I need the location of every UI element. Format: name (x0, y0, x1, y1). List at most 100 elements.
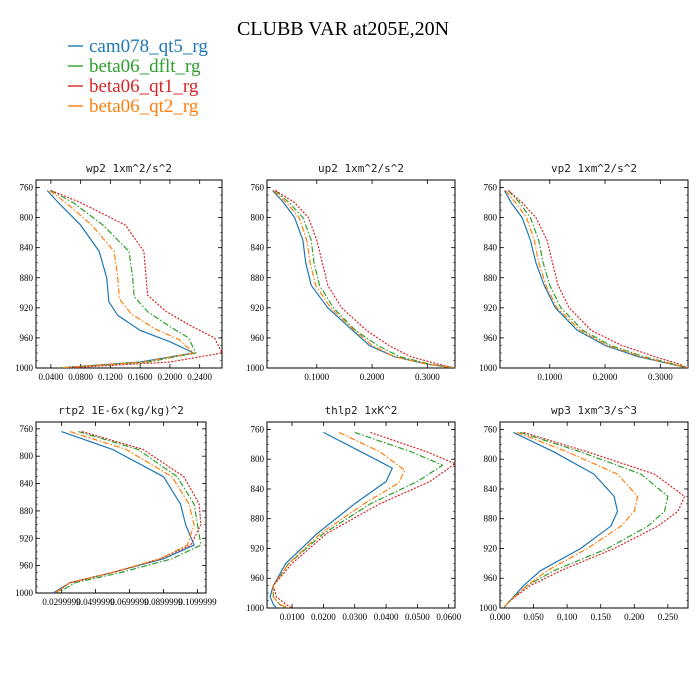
panel-5: thlp2 1xK^2 760 800 840 880 920 960 1000 0.0100 0… (246, 404, 462, 622)
xtick-label: 0.200 (624, 612, 645, 622)
panel-title: rtp2 1E-6x(kg/kg)^2 (58, 404, 184, 417)
panel-title: wp3 1xm^3/s^3 (551, 404, 637, 417)
ytick-label: 880 (251, 273, 265, 283)
legend-label-cam078_qt5_rg: cam078_qt5_rg (89, 36, 208, 57)
xtick-label: 0.050 (523, 612, 544, 622)
xtick-label: 0.0500 (405, 612, 430, 622)
series-line-beta06_qt1_rg (56, 431, 202, 593)
ytick-label: 880 (20, 506, 34, 516)
series-line-beta06_qt2_rg (273, 190, 455, 368)
ytick-label: 840 (20, 479, 34, 489)
panel-title: wp2 1xm^2/s^2 (86, 162, 172, 175)
series-line-cam078_qt5_rg (46, 190, 195, 368)
series-line-beta06_qt1_rg (272, 431, 455, 608)
ytick-label: 960 (484, 573, 498, 583)
series-line-beta06_qt1_rg (50, 189, 222, 368)
series-line-beta06_qt2_rg (272, 431, 406, 608)
series-line-beta06_dflt_rg (272, 431, 444, 608)
xtick-label: 0.100 (557, 612, 578, 622)
xtick-label: 0.0899999 (144, 597, 183, 607)
panel-title: vp2 1xm^2/s^2 (551, 162, 637, 175)
xtick-label: 0.1000 (537, 372, 562, 382)
series-line-beta06_dflt_rg (274, 190, 455, 368)
ytick-label: 960 (20, 333, 34, 343)
xtick-label: 0.0200 (311, 612, 336, 622)
series-line-beta06_qt1_rg (502, 431, 686, 608)
xtick-label: 0.0400 (39, 372, 64, 382)
xtick-label: 0.1600 (128, 372, 153, 382)
ytick-label: 760 (20, 424, 34, 434)
series-group (46, 189, 222, 368)
xtick-label: 0.150 (591, 612, 612, 622)
series-group (52, 431, 202, 593)
xtick-label: 0.0100 (280, 612, 305, 622)
xtick-label: 0.3000 (415, 372, 440, 382)
plot-frame (266, 421, 456, 609)
series-group (272, 189, 455, 368)
xtick-label: 0.0299999 (42, 597, 81, 607)
series-line-cam078_qt5_rg (272, 190, 455, 368)
ytick-label: 840 (484, 243, 498, 253)
ytick-label: 880 (484, 273, 498, 283)
series-line-beta06_qt2_rg (49, 190, 195, 368)
xtick-label: 0.0300 (342, 612, 367, 622)
xtick-label: 0.2400 (187, 372, 212, 382)
legend: cam078_qt5_rgbeta06_dflt_rgbeta06_qt1_rg… (68, 36, 208, 117)
xtick-label: 0.1200 (98, 372, 123, 382)
series-group (502, 431, 686, 608)
series-line-beta06_qt2_rg (54, 431, 195, 593)
series-line-beta06_qt2_rg (502, 431, 639, 608)
legend-label-beta06_qt2_rg: beta06_qt2_rg (89, 96, 199, 117)
panel-4: rtp2 1E-6x(kg/kg)^2 760 800 840 880 920 960 100… (15, 404, 217, 607)
ytick-label: 920 (484, 543, 498, 553)
xtick-label: 0.3000 (648, 372, 673, 382)
ytick-label: 920 (20, 533, 34, 543)
panel-title: thlp2 1xK^2 (325, 404, 398, 417)
ytick-label: 760 (484, 424, 498, 434)
xtick-label: 0.1000 (304, 372, 329, 382)
ytick-label: 960 (251, 573, 265, 583)
ytick-label: 1000 (479, 603, 498, 613)
xtick-label: 0.1099999 (178, 597, 217, 607)
series-group (503, 190, 688, 368)
legend-label-beta06_qt1_rg: beta06_qt1_rg (89, 76, 199, 97)
series-line-cam078_qt5_rg (502, 431, 619, 608)
panel-3: vp2 1xm^2/s^2 760 800 840 880 920 960 1000 0.100… (479, 162, 689, 382)
plot-frame (266, 179, 456, 369)
xtick-label: 0.000 (490, 612, 511, 622)
ytick-label: 800 (20, 213, 34, 223)
panel-title: up2 1xm^2/s^2 (318, 162, 404, 175)
ytick-label: 760 (251, 424, 265, 434)
plot-frame (35, 421, 207, 594)
legend-label-beta06_dflt_rg: beta06_dflt_rg (89, 56, 201, 77)
ytick-label: 840 (251, 484, 265, 494)
ytick-label: 920 (251, 303, 265, 313)
xtick-label: 0.0499999 (76, 597, 115, 607)
series-line-beta06_qt2_rg (505, 190, 688, 368)
panel-1: wp2 1xm^2/s^2 760 800 840 880 920 960 1000 0.040… (15, 162, 223, 382)
ytick-label: 1000 (479, 363, 498, 373)
figure-title: CLUBB VAR at205E,20N (237, 18, 449, 40)
series-line-beta06_dflt_rg (50, 189, 197, 368)
ytick-label: 920 (251, 543, 265, 553)
ytick-label: 880 (20, 273, 34, 283)
ytick-label: 920 (20, 303, 34, 313)
ytick-label: 840 (484, 484, 498, 494)
series-line-cam078_qt5_rg (503, 190, 688, 368)
xtick-label: 0.250 (658, 612, 679, 622)
ytick-label: 760 (20, 183, 34, 193)
panel-2: up2 1xm^2/s^2 760 800 840 880 920 960 1000 0.100… (246, 162, 456, 382)
series-line-beta06_qt1_rg (274, 189, 455, 368)
xtick-label: 0.2000 (593, 372, 618, 382)
xtick-label: 0.0800 (68, 372, 93, 382)
ytick-label: 960 (20, 561, 34, 571)
ytick-label: 1000 (15, 588, 34, 598)
ytick-label: 880 (251, 514, 265, 524)
ytick-label: 1000 (246, 603, 265, 613)
ytick-label: 960 (484, 333, 498, 343)
ytick-label: 760 (251, 183, 265, 193)
ytick-label: 840 (251, 243, 265, 253)
ytick-label: 920 (484, 303, 498, 313)
series-line-cam078_qt5_rg (269, 431, 393, 608)
ytick-label: 1000 (15, 363, 34, 373)
